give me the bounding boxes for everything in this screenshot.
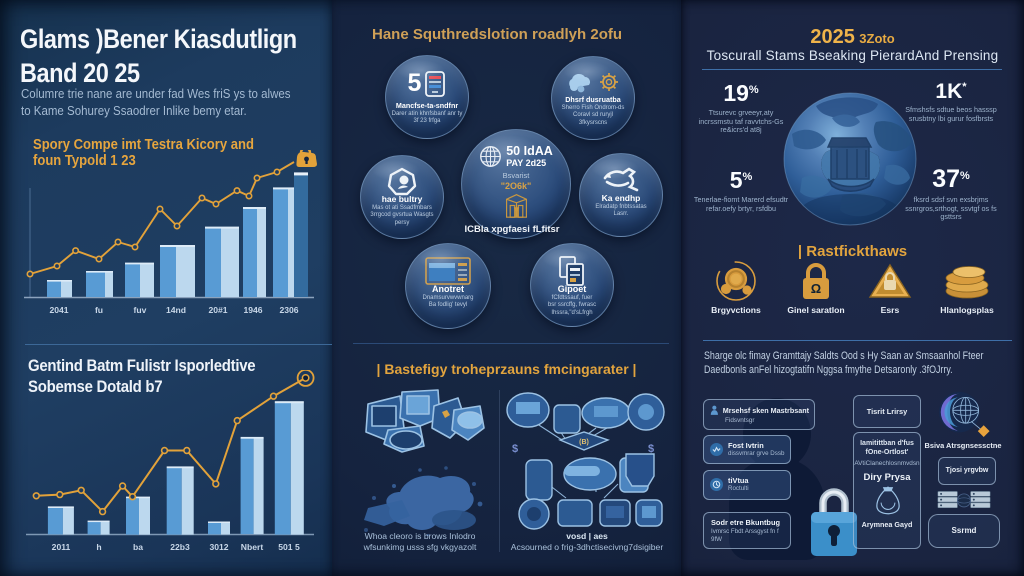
svg-text:$: $ bbox=[648, 443, 654, 455]
svg-text:Ω: Ω bbox=[811, 281, 821, 296]
svg-text:501 5: 501 5 bbox=[278, 542, 300, 552]
svg-text:Nbert: Nbert bbox=[241, 542, 264, 552]
svg-text:ba: ba bbox=[133, 542, 143, 552]
svg-text:20#1: 20#1 bbox=[208, 305, 227, 315]
svg-text:2011: 2011 bbox=[52, 542, 71, 552]
svg-text:fu: fu bbox=[95, 305, 103, 315]
svg-text:2041: 2041 bbox=[49, 305, 68, 315]
svg-text:3012: 3012 bbox=[209, 542, 228, 552]
svg-text:(B): (B) bbox=[579, 439, 589, 446]
svg-text:1946: 1946 bbox=[243, 305, 262, 315]
svg-text:fuv: fuv bbox=[134, 305, 147, 315]
svg-text:14nd: 14nd bbox=[166, 305, 186, 315]
svg-text:22b3: 22b3 bbox=[170, 542, 190, 552]
svg-text:$: $ bbox=[512, 443, 518, 455]
svg-text:2306: 2306 bbox=[279, 305, 298, 315]
svg-text:h: h bbox=[96, 542, 101, 552]
